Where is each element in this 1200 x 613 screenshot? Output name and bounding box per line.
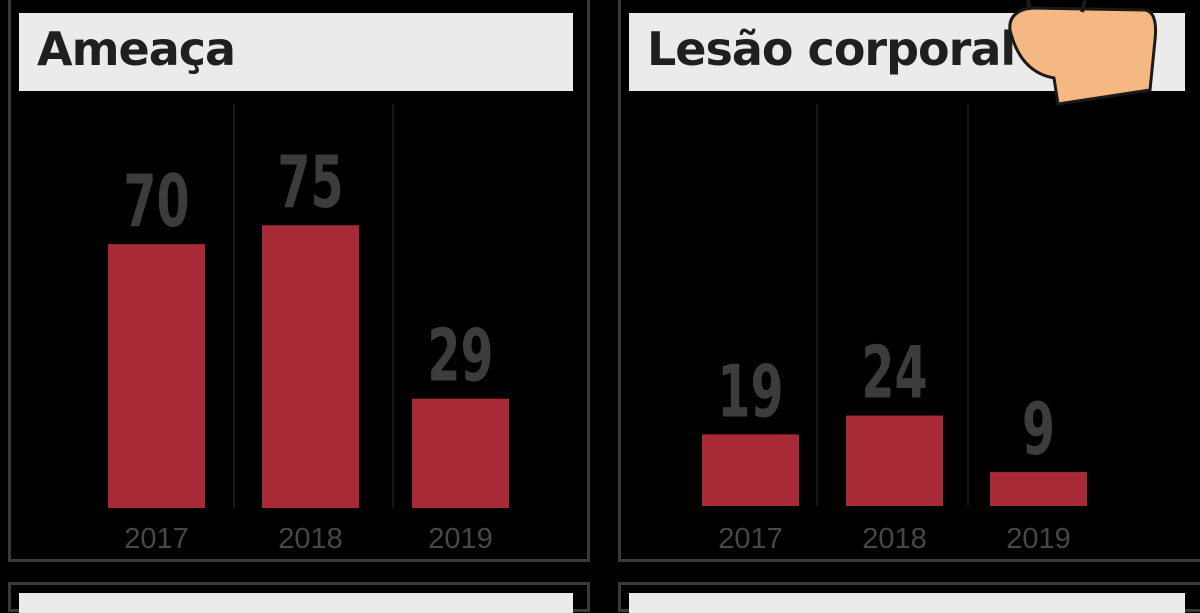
bar-2019 xyxy=(990,472,1087,506)
x-tick-label-2018: 2018 xyxy=(278,523,343,555)
data-label-2019: 29 xyxy=(427,315,493,399)
hand-illustration-icon xyxy=(1008,0,1157,106)
bar-2019 xyxy=(412,398,509,508)
x-tick-label-2017: 2017 xyxy=(124,523,189,555)
chart-panel-lower-left xyxy=(8,582,590,613)
bar-2018 xyxy=(846,415,943,506)
chart-title: Ameaça xyxy=(19,13,573,91)
x-tick-label-2019: 2019 xyxy=(428,523,493,555)
data-label-2017: 19 xyxy=(717,350,783,434)
chart-panel-ameaca: Ameaça 70 2017 75 2018 29 2019 xyxy=(8,0,590,562)
x-tick-label-2017: 2017 xyxy=(718,523,783,555)
data-label-2018: 75 xyxy=(277,141,343,225)
data-label-2018: 24 xyxy=(861,331,927,415)
bar-2018 xyxy=(262,225,359,508)
panel-title-strip xyxy=(629,593,1185,613)
panel-title-strip xyxy=(19,593,573,613)
data-label-2019: 9 xyxy=(1022,388,1055,472)
bar-chart-lesao-corporal: 19 2017 24 2018 9 2019 xyxy=(702,104,1087,555)
x-tick-label-2018: 2018 xyxy=(862,523,927,555)
x-tick-label-2019: 2019 xyxy=(1006,523,1071,555)
bar-2017 xyxy=(108,244,205,508)
bar-chart-ameaca: 70 2017 75 2018 29 2019 xyxy=(108,104,509,555)
data-label-2017: 70 xyxy=(123,160,189,244)
chart-panel-lower-right xyxy=(618,582,1200,613)
bar-2017 xyxy=(702,434,799,506)
